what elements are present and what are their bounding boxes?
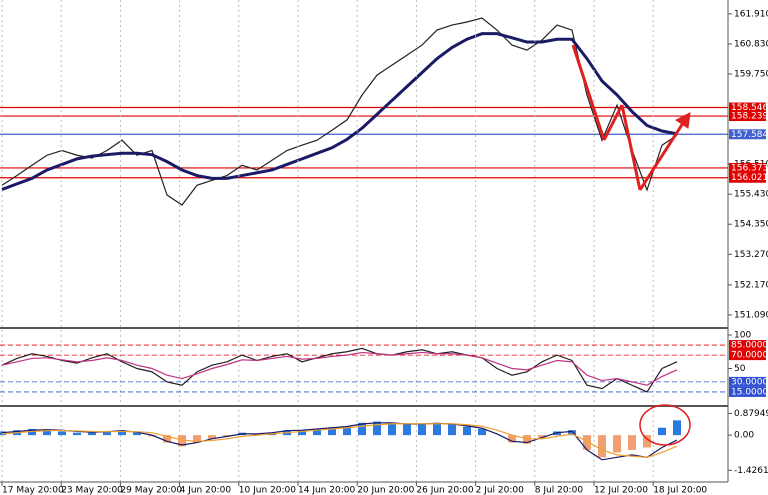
level-label: 30.0000 bbox=[731, 377, 768, 387]
series-line bbox=[1, 423, 678, 458]
histogram-bar bbox=[613, 435, 621, 453]
histogram-bar bbox=[28, 428, 36, 436]
histogram-bar bbox=[448, 424, 456, 436]
histogram-bar bbox=[673, 420, 681, 436]
histogram-bar bbox=[178, 435, 186, 447]
y-tick-label: 161.910 bbox=[734, 9, 768, 19]
histogram-bar bbox=[508, 435, 516, 443]
histogram-bar bbox=[118, 430, 126, 436]
level-label-box bbox=[729, 376, 766, 387]
histogram-bar bbox=[388, 422, 396, 436]
histogram-bar bbox=[433, 422, 441, 436]
histogram-bar bbox=[313, 428, 321, 436]
level-label-box bbox=[729, 129, 766, 140]
x-tick-label: 26 Jun 20:00 bbox=[416, 486, 473, 495]
y-tick-label: 155.430 bbox=[734, 190, 768, 200]
histogram-bar bbox=[643, 435, 651, 448]
x-tick-label: 14 Jun 20:00 bbox=[298, 486, 355, 495]
y-tick-label: 50 bbox=[734, 364, 746, 374]
level-label: 158.239 bbox=[731, 112, 768, 122]
histogram-bar bbox=[298, 430, 306, 436]
x-tick-label: 23 May 20:00 bbox=[61, 486, 123, 495]
histogram-bar bbox=[538, 435, 546, 438]
x-tick-label: 17 May 20:00 bbox=[2, 486, 64, 495]
level-label-box bbox=[729, 162, 766, 173]
series-line bbox=[1, 347, 678, 393]
y-tick-label: 152.170 bbox=[734, 280, 768, 290]
y-tick-label: 0.87949 bbox=[734, 409, 768, 419]
x-tick-label: 4 Jun 20:00 bbox=[180, 486, 232, 495]
annotations bbox=[571, 44, 691, 446]
y-tick-label: -1.42616 bbox=[734, 466, 768, 476]
level-label: 156.021 bbox=[731, 173, 768, 183]
histogram-bar bbox=[328, 427, 336, 436]
histogram-bar bbox=[163, 435, 171, 443]
level-label-box bbox=[729, 350, 766, 361]
x-tick-label: 8 Jul 20:00 bbox=[535, 486, 584, 495]
level-label: 85.0000 bbox=[731, 341, 768, 351]
histogram-bar bbox=[88, 432, 96, 436]
series-line bbox=[1, 351, 678, 386]
histogram-bar bbox=[208, 435, 216, 439]
histogram-bar bbox=[523, 435, 531, 444]
x-tick-label: 18 Jul 20:00 bbox=[653, 486, 707, 495]
x-tick-label: 12 Jul 20:00 bbox=[594, 486, 648, 495]
level-label-box bbox=[729, 386, 766, 397]
level-label-box bbox=[729, 172, 766, 183]
series-line bbox=[1, 17, 678, 206]
level-label-box bbox=[729, 111, 766, 122]
histogram-bar bbox=[373, 421, 381, 436]
histogram-bar bbox=[418, 424, 426, 436]
histogram-bar bbox=[223, 435, 231, 437]
y-tick-label: 154.350 bbox=[734, 220, 768, 230]
histogram-bar bbox=[463, 426, 471, 436]
level-label: 15.0000 bbox=[731, 387, 768, 397]
y-tick-label: 0.00 bbox=[734, 431, 754, 441]
level-label: 158.546 bbox=[731, 103, 768, 113]
histogram-bar bbox=[73, 432, 81, 436]
level-label: 156.373 bbox=[731, 163, 768, 173]
histogram-bar bbox=[58, 431, 66, 436]
x-tick-label: 10 Jun 20:00 bbox=[239, 486, 296, 495]
level-label-box bbox=[729, 102, 766, 113]
y-tick-label: 151.090 bbox=[734, 310, 768, 320]
y-tick-label: 159.750 bbox=[734, 70, 768, 80]
histogram-bar bbox=[568, 430, 576, 436]
series-line bbox=[1, 32, 678, 191]
histogram-bar bbox=[343, 426, 351, 436]
histogram-bar bbox=[583, 435, 591, 450]
histogram-bar bbox=[628, 435, 636, 450]
histogram-bar bbox=[43, 430, 51, 436]
histogram-bar bbox=[358, 422, 366, 436]
histogram-bar bbox=[658, 427, 666, 436]
y-tick-label: 160.830 bbox=[734, 39, 768, 49]
histogram-bar bbox=[103, 431, 111, 436]
histogram-bar bbox=[193, 435, 201, 443]
histogram-bar bbox=[253, 433, 261, 436]
histogram-bar bbox=[133, 432, 141, 436]
histogram-bar bbox=[598, 435, 606, 458]
x-tick-label: 29 May 20:00 bbox=[120, 486, 182, 495]
y-tick-label: 100 bbox=[734, 331, 751, 341]
histogram-bar bbox=[478, 428, 486, 436]
x-tick-label: 20 Jun 20:00 bbox=[357, 486, 414, 495]
x-tick-label: 2 Jul 20:00 bbox=[476, 486, 525, 495]
y-tick-label: 153.270 bbox=[734, 250, 768, 260]
level-label: 157.584 bbox=[731, 130, 768, 140]
level-label-box bbox=[729, 340, 766, 351]
histogram-bar bbox=[403, 424, 411, 436]
level-label: 70.0000 bbox=[731, 351, 768, 361]
